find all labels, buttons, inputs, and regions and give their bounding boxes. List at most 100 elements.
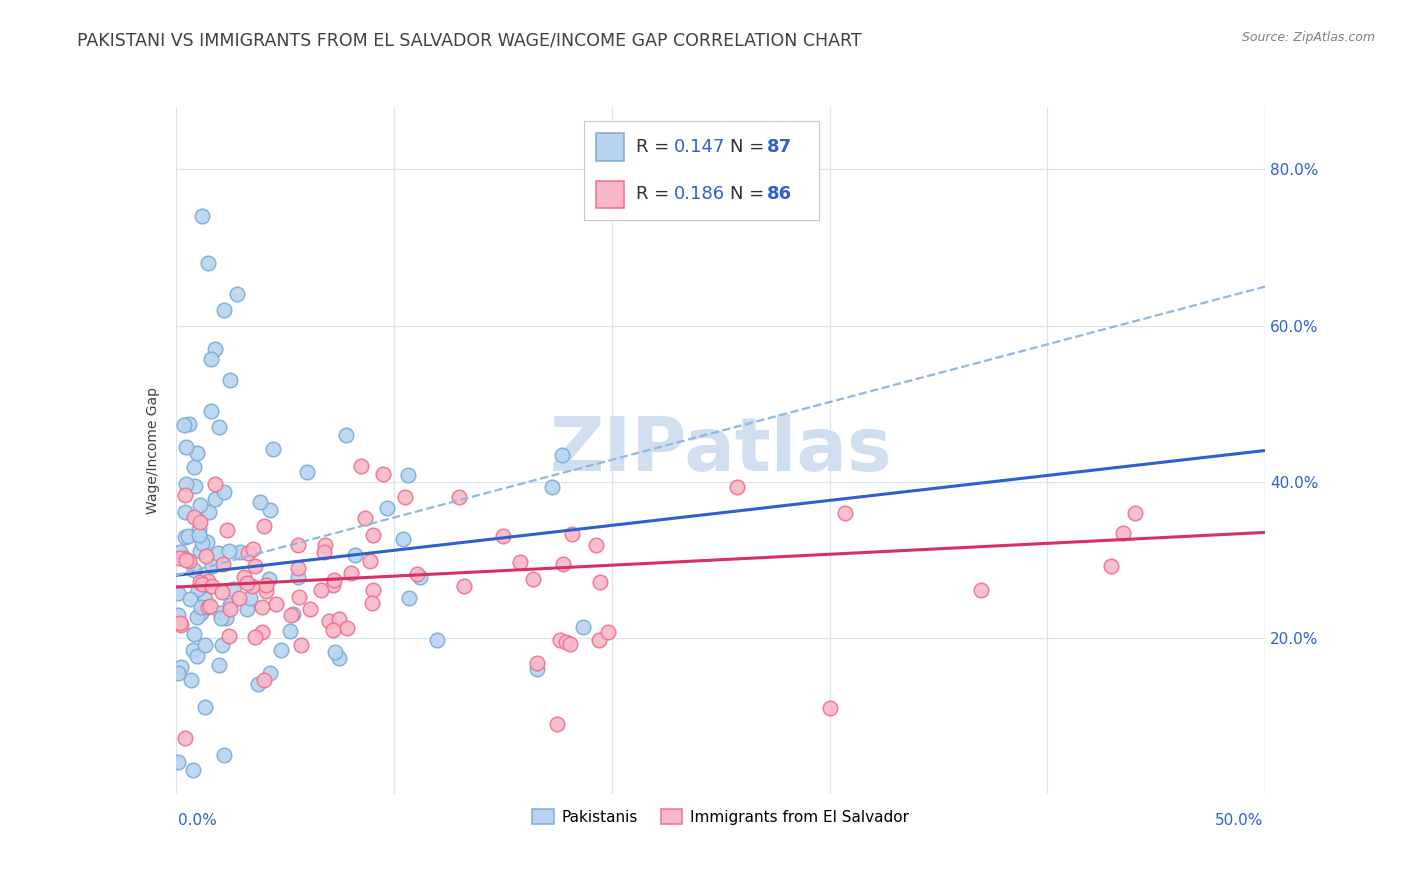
Point	[228, 545, 250, 559]
Point	[188, 527, 211, 541]
Point	[361, 528, 384, 542]
Point	[309, 582, 332, 597]
Point	[259, 665, 281, 680]
Point	[336, 621, 359, 635]
Point	[554, 635, 576, 649]
Point	[343, 548, 366, 562]
Text: N =: N =	[730, 186, 769, 203]
Point	[201, 559, 224, 574]
Point	[188, 515, 211, 529]
Point	[253, 519, 276, 533]
Text: R =: R =	[636, 137, 675, 156]
Point	[173, 418, 195, 433]
FancyBboxPatch shape	[596, 133, 624, 161]
Point	[335, 428, 357, 442]
Point	[571, 620, 593, 634]
Point	[212, 557, 235, 571]
Point	[322, 573, 344, 587]
Point	[250, 599, 273, 614]
Point	[169, 545, 191, 559]
Point	[176, 553, 198, 567]
Point	[198, 506, 221, 520]
Point	[297, 465, 319, 479]
Point	[194, 592, 217, 607]
Point	[596, 624, 619, 639]
Point	[350, 458, 373, 473]
Point	[287, 538, 309, 552]
Point	[188, 522, 211, 536]
Point	[551, 448, 574, 462]
Point	[186, 446, 208, 460]
Text: R =: R =	[636, 186, 675, 203]
Point	[1123, 506, 1146, 520]
Point	[298, 601, 321, 615]
Text: 0.186: 0.186	[673, 186, 724, 203]
Text: 87: 87	[768, 137, 792, 156]
Point	[222, 582, 245, 597]
Point	[509, 555, 531, 569]
Point	[200, 599, 222, 613]
Point	[361, 582, 384, 597]
Point	[197, 574, 219, 589]
Point	[553, 558, 575, 572]
Point	[360, 596, 382, 610]
Point	[183, 460, 205, 475]
Point	[406, 567, 429, 582]
Point	[209, 606, 232, 620]
Point	[183, 563, 205, 577]
Point	[200, 404, 222, 418]
Point	[191, 577, 214, 591]
Point	[243, 559, 266, 574]
Point	[218, 629, 240, 643]
Point	[209, 611, 232, 625]
Point	[354, 511, 377, 525]
Point	[186, 610, 208, 624]
Point	[236, 546, 259, 560]
Point	[834, 506, 856, 520]
Point	[398, 591, 420, 605]
Point	[218, 543, 240, 558]
Point	[177, 529, 200, 543]
Point	[453, 579, 475, 593]
Point	[219, 373, 242, 387]
Point	[194, 699, 217, 714]
Point	[208, 658, 231, 673]
Point	[174, 477, 197, 491]
Point	[588, 632, 610, 647]
Point	[526, 656, 548, 670]
Point	[257, 572, 280, 586]
Point	[585, 538, 607, 552]
Point	[1099, 558, 1122, 573]
Point	[328, 612, 350, 626]
Point	[194, 549, 217, 564]
Point	[169, 615, 191, 630]
Point	[287, 570, 309, 584]
Point	[253, 673, 276, 687]
Text: PAKISTANI VS IMMIGRANTS FROM EL SALVADOR WAGE/INCOME GAP CORRELATION CHART: PAKISTANI VS IMMIGRANTS FROM EL SALVADOR…	[77, 31, 862, 49]
Text: Source: ZipAtlas.com: Source: ZipAtlas.com	[1241, 31, 1375, 45]
Point	[266, 597, 288, 611]
Point	[211, 585, 233, 599]
Point	[212, 747, 235, 762]
Point	[188, 498, 211, 512]
Point	[371, 467, 394, 481]
Text: ZIPatlas: ZIPatlas	[550, 414, 891, 487]
Point	[526, 662, 548, 676]
Point	[314, 538, 336, 552]
Point	[391, 532, 413, 546]
Point	[323, 644, 346, 658]
Point	[283, 607, 305, 622]
Point	[190, 544, 212, 558]
Text: 86: 86	[768, 186, 792, 203]
Point	[167, 665, 190, 680]
Point	[328, 650, 350, 665]
Point	[970, 582, 993, 597]
Point	[204, 342, 226, 356]
Point	[190, 575, 212, 590]
Point	[195, 535, 218, 549]
Point	[191, 535, 214, 549]
Point	[522, 572, 544, 586]
Text: 0.0%: 0.0%	[179, 814, 217, 829]
Point	[218, 602, 240, 616]
Point	[589, 574, 612, 589]
